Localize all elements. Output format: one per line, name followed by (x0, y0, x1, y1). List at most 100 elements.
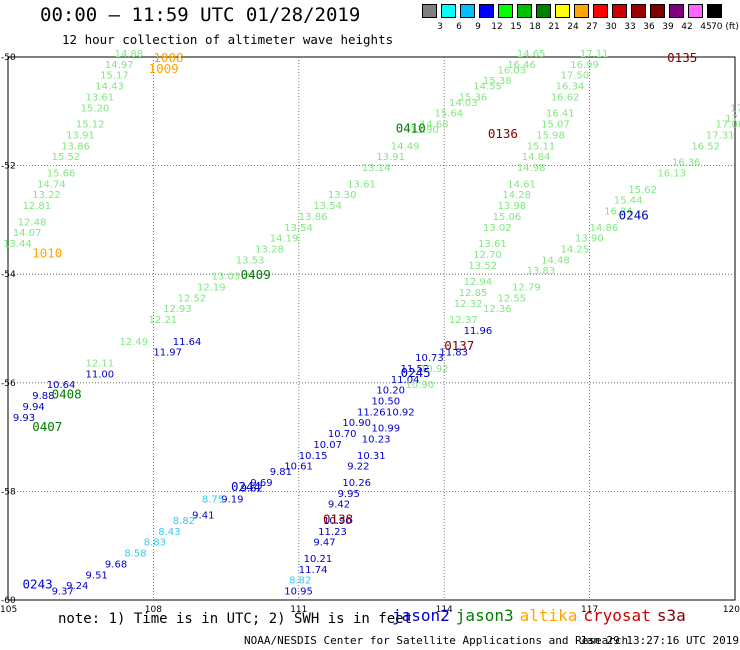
wave-height-value: 11.97 (153, 348, 182, 359)
wave-height-value: 13.28 (255, 244, 284, 255)
wave-height-value: 16.46 (507, 60, 536, 71)
wave-height-value: 13.02 (483, 223, 512, 234)
pass-number-label: 0138 (323, 512, 353, 527)
color-swatch (555, 4, 570, 18)
wave-height-value: 13.53 (236, 255, 265, 266)
wave-height-value: 10.64 (47, 380, 76, 391)
generated-timestamp: Jan 29 13:27:16 UTC 2019 (580, 634, 739, 647)
wave-height-value: 12.11 (86, 359, 115, 370)
color-swatch (707, 4, 722, 18)
color-scale-label: 42 (681, 22, 693, 32)
wave-height-value: 12.79 (512, 282, 541, 293)
color-scale-label: 36 (643, 22, 655, 32)
wave-height-value: 11.83 (439, 348, 468, 359)
color-swatch (612, 4, 627, 18)
map-title: 00:00 — 11:59 UTC 01/28/2019 (40, 4, 361, 26)
longitude-tick-label: 114 (436, 605, 453, 615)
wave-height-value: 17.11 (580, 49, 609, 60)
pass-number-label: 0246 (619, 207, 649, 222)
wave-height-value: 8.75 (202, 494, 224, 505)
wave-height-value: 11.52 (401, 364, 430, 375)
map-subtitle: 12 hour collection of altimeter wave hei… (62, 32, 394, 47)
wave-height-value: 9.41 (192, 511, 214, 522)
wave-height-value: 14.25 (561, 244, 590, 255)
wave-height-value: 13.86 (61, 141, 90, 152)
wave-height-value: 15.17 (100, 71, 129, 82)
longitude-tick-label: 111 (290, 605, 307, 615)
wave-height-value: 11.96 (464, 326, 493, 337)
wave-height-value: 13.54 (284, 223, 313, 234)
wave-height-value: 10.50 (372, 397, 401, 408)
color-scale-label: 6 (456, 22, 462, 32)
satellite-name-jason2: jason2 (392, 606, 450, 625)
pass-number-label: 0244 (231, 479, 261, 494)
wave-height-value: 10.20 (376, 386, 405, 397)
wave-height-value: 12.55 (498, 293, 527, 304)
wave-height-value: 14.65 (517, 49, 546, 60)
pass-number-label: 0407 (32, 419, 62, 434)
latitude-tick-label: -52 (1, 162, 16, 172)
wave-height-value: 12.32 (454, 299, 483, 310)
wave-height-value: 9.22 (347, 462, 369, 473)
wave-height-value: 11.00 (86, 369, 115, 380)
wave-height-value: 12.70 (473, 250, 502, 261)
wave-height-value: 14.88 (115, 49, 144, 60)
wave-height-value: 10.61 (284, 462, 313, 473)
wave-height-value: 15.44 (614, 196, 643, 207)
wave-height-value: 11.64 (173, 337, 202, 348)
wave-height-value: 15.06 (493, 212, 522, 223)
wave-height-value: 17.31 (706, 130, 735, 141)
longitude-tick-label: 108 (145, 605, 162, 615)
color-swatch (536, 4, 551, 18)
wave-height-value: 16.24 (604, 206, 633, 217)
wave-height-value: 14.43 (95, 82, 124, 93)
pass-number-label: 0135 (667, 50, 697, 65)
wave-height-value: 10.07 (313, 440, 342, 451)
wave-height-value: 9.94 (23, 402, 45, 413)
wave-height-value: 8.43 (158, 527, 180, 538)
wave-height-value: 13.61 (86, 92, 115, 103)
axis-ticks: 105 108 111 114 117 120 -50 -52 -54 -56 -58 -60 (0, 53, 740, 615)
wave-height-value: 14.03 (449, 98, 478, 109)
latitude-tick-label: -58 (1, 487, 16, 497)
wave-height-value: 13.90 (410, 125, 439, 136)
color-swatch (479, 4, 494, 18)
color-swatch (593, 4, 608, 18)
wave-height-value: 9.93 (13, 413, 35, 424)
wave-height-value: 10.95 (284, 587, 313, 598)
wave-height-value: 17.06 (716, 120, 740, 131)
color-scale-label: 70 (ft) (711, 22, 739, 32)
wave-height-value: 10.90 (405, 380, 434, 391)
wave-height-value: 14.49 (391, 141, 420, 152)
latitude-tick-label: -54 (1, 270, 16, 280)
wave-height-value: 14.98 (517, 163, 546, 174)
wave-height-value: 13.54 (313, 201, 342, 212)
wave-height-value: 10.92 (386, 407, 415, 418)
color-scale-label: 15 (510, 22, 522, 32)
wave-height-value: 10.90 (342, 418, 371, 429)
longitude-tick-label: 120 (723, 605, 740, 615)
wave-height-value: 16.13 (657, 168, 686, 179)
wave-height-value: 8.58 (124, 549, 146, 560)
pass-number-label: 1009 (149, 61, 179, 76)
latitude-tick-label: -50 (1, 53, 16, 63)
longitude-tick-label: 117 (581, 605, 598, 615)
wave-height-value: 12.52 (178, 293, 207, 304)
pass-number-label: 1010 (32, 245, 62, 260)
wave-height-value: 15.12 (76, 120, 105, 131)
wave-height-value: 12.85 (459, 288, 488, 299)
wave-height-value: 16.03 (498, 65, 527, 76)
satellite-name-jason3: jason3 (455, 606, 514, 625)
pass-number-label: 0410 (396, 121, 426, 136)
latitude-tick-label: -56 (1, 379, 16, 389)
wave-height-value: 14.07 (13, 228, 42, 239)
wave-height-value: 9.68 (105, 559, 127, 570)
wave-height-value: 15.52 (52, 152, 81, 163)
color-scale-label: 18 (529, 22, 541, 32)
pass-number-label: 0243 (23, 577, 53, 592)
wave-height-value: 12.81 (23, 201, 52, 212)
color-swatch (441, 4, 456, 18)
wave-height-value: 12.19 (197, 282, 226, 293)
color-swatch (631, 4, 646, 18)
color-scale-label: 33 (624, 22, 636, 32)
